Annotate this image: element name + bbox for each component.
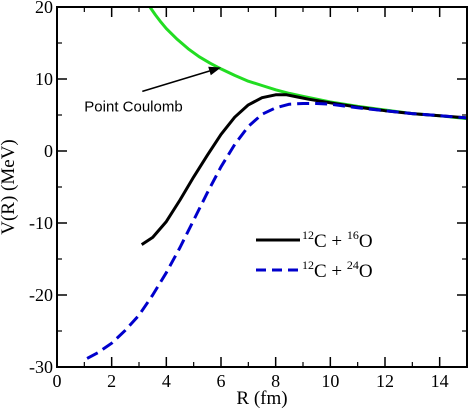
x-tick-label: 10 — [321, 371, 339, 391]
x-tick-label: 2 — [107, 371, 116, 391]
x-tick-label: 14 — [431, 371, 449, 391]
plot-frame — [56, 6, 468, 368]
y-tick-label: 10 — [35, 69, 53, 89]
x-tick-label: 4 — [162, 371, 171, 391]
y-tick-label: -20 — [29, 285, 53, 305]
y-tick-label: -30 — [29, 357, 53, 377]
x-tick-label: 0 — [53, 371, 62, 391]
y-tick-label: 20 — [35, 0, 53, 17]
y-axis-title: V(R) (MeV) — [0, 139, 19, 235]
ticks-layer: 0 2 4 6 8 10 12 14 -30 -20 -10 0 10 20 — [29, 0, 467, 391]
y-tick-label: 0 — [44, 141, 53, 161]
annotation-arrow-line — [142, 70, 210, 93]
legend-label-12c-16o: 12C + 16O — [302, 228, 373, 252]
x-tick-label: 6 — [217, 371, 226, 391]
y-tick-label: -10 — [29, 213, 53, 233]
series-line-o24 — [86, 102, 467, 360]
x-tick-label: 8 — [271, 371, 280, 391]
series-layer — [86, 7, 467, 360]
series-line-o16 — [140, 93, 467, 246]
series-line-pc — [148, 7, 467, 121]
x-tick-label: 12 — [376, 371, 394, 391]
x-axis-title: R (fm) — [236, 388, 287, 409]
annotation-layer: Point Coulomb — [84, 66, 221, 115]
point-coulomb-annotation: Point Coulomb — [84, 98, 182, 115]
legend: 12C + 16O 12C + 24O — [256, 228, 373, 282]
legend-label-12c-24o: 12C + 24O — [302, 258, 373, 282]
annotation-arrow-head — [208, 66, 221, 76]
